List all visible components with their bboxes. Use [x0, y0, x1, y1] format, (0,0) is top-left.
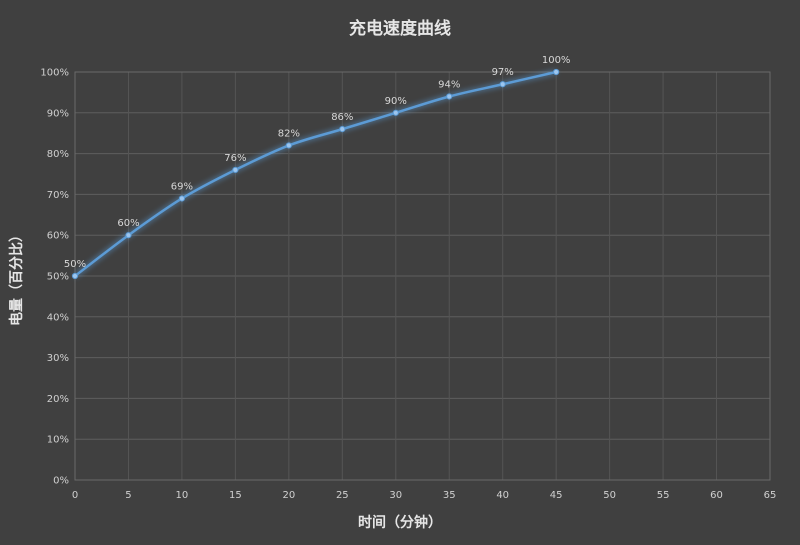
y-tick-label: 0%: [53, 476, 69, 487]
data-point: [392, 109, 399, 116]
gridlines: [74, 71, 771, 481]
x-tick-label: 60: [710, 490, 723, 501]
data-point: [553, 68, 560, 76]
data-series: [71, 68, 560, 280]
x-tick-label: 65: [764, 490, 777, 501]
x-tick-label: 50: [603, 490, 616, 501]
data-label: 94%: [438, 79, 460, 90]
x-tick-label: 45: [550, 490, 563, 501]
chart-title: 充电速度曲线: [349, 18, 451, 39]
x-tick-label: 10: [176, 490, 189, 501]
data-label: 100%: [542, 55, 571, 66]
y-tick-label: 10%: [47, 435, 69, 446]
data-label: 69%: [171, 181, 193, 192]
data-label: 97%: [492, 67, 514, 78]
data-point: [232, 166, 239, 174]
x-tick-label: 15: [229, 490, 242, 501]
series-line: [74, 70, 557, 277]
data-label: 82%: [278, 128, 300, 139]
y-tick-label: 50%: [47, 272, 69, 283]
data-point: [125, 232, 132, 239]
data-labels: 50% 60% 69% 76% 82% 86% 90% 94% 97% 100%: [64, 55, 571, 270]
data-label: 60%: [117, 218, 139, 229]
y-tick-label: 100%: [40, 68, 69, 79]
x-tick-label: 30: [389, 490, 402, 501]
y-tick-label: 60%: [47, 231, 69, 242]
y-tick-label: 90%: [47, 108, 69, 119]
y-axis-title: 电量（百分比）: [8, 228, 25, 326]
y-tick-label: 20%: [47, 394, 69, 405]
y-tick-label: 80%: [47, 149, 69, 160]
x-tick-label: 55: [657, 490, 670, 501]
x-tick-label: 20: [282, 490, 295, 501]
x-tick-label: 25: [336, 490, 349, 501]
data-point: [446, 93, 453, 100]
data-label: 76%: [224, 153, 246, 164]
data-point: [71, 272, 79, 280]
x-tick-label: 35: [443, 490, 456, 501]
x-tick-label: 0: [72, 490, 78, 501]
data-label: 90%: [385, 96, 407, 107]
data-point: [499, 81, 506, 88]
data-label: 86%: [331, 112, 353, 123]
data-point: [178, 195, 186, 202]
y-tick-label: 70%: [47, 190, 69, 201]
tick-labels: 0% 10% 20% 30% 40% 50% 60% 70% 80% 90% 100% 0 5 10 15 2…: [40, 68, 776, 502]
y-tick-label: 30%: [47, 353, 69, 364]
x-tick-label: 40: [496, 490, 509, 501]
x-tick-label: 5: [125, 490, 131, 501]
y-tick-label: 40%: [47, 312, 69, 323]
data-label: 50%: [64, 259, 86, 270]
data-point: [285, 142, 292, 149]
x-axis-title: 时间（分钟）: [358, 514, 442, 531]
data-point: [339, 126, 346, 133]
